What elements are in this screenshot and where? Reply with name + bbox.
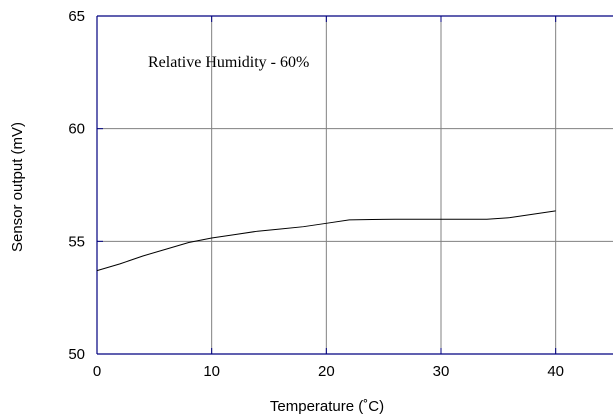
series-line-layer <box>96 210 556 272</box>
x-tick-label-30: 30 <box>433 363 450 380</box>
y-tick-label-50: 50 <box>68 346 85 363</box>
y-tick-label-65: 65 <box>68 8 85 25</box>
x-tick-label-0: 0 <box>93 363 101 380</box>
y-axis-label: Sensor output (mV) <box>9 122 26 252</box>
annotation-label: Relative Humidity - 60% <box>148 54 309 71</box>
series-line-0 <box>96 210 556 272</box>
y-tick-label-55: 55 <box>68 233 85 250</box>
x-tick-label-10: 10 <box>203 363 220 380</box>
tick-labels: 0 10 20 30 40 50 55 60 65 <box>68 8 564 380</box>
grid <box>97 16 613 354</box>
x-axis-label: Temperature (˚C) <box>270 398 384 415</box>
plot-frame <box>96 15 613 355</box>
y-tick-label-60: 60 <box>68 121 85 138</box>
x-tick-label-20: 20 <box>318 363 335 380</box>
x-tick-label-40: 40 <box>547 363 564 380</box>
